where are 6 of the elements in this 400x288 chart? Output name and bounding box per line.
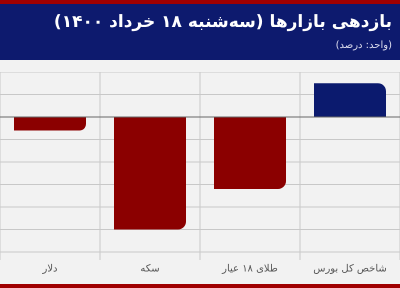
- x-tick-label: شاخص کل بورس: [313, 264, 387, 275]
- x-tick-label: دلار: [42, 264, 58, 275]
- x-tick-label: سکه: [140, 264, 160, 275]
- x-tick-label: طلای ۱۸ عیار: [221, 264, 278, 275]
- chart-subtitle: (واحد: درصد): [336, 40, 392, 51]
- chart-title: بازدهی بازارها (سه‌شنبه ۱۸ خرداد ۱۴۰۰): [54, 12, 392, 32]
